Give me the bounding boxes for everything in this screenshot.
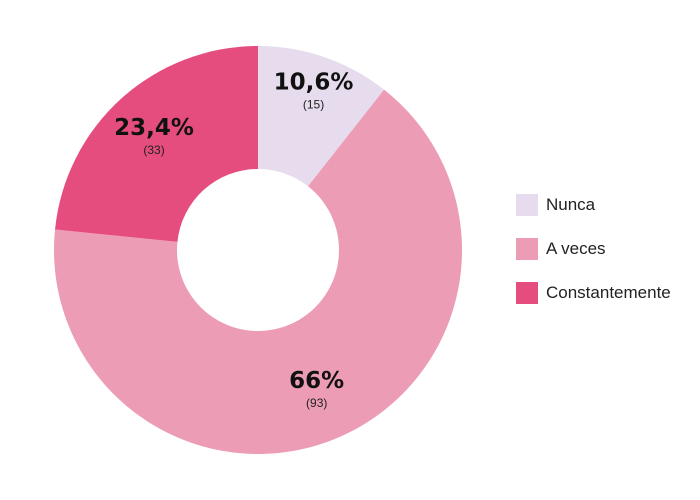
slice-count-label: (33) bbox=[143, 143, 164, 157]
legend-swatch bbox=[516, 194, 538, 216]
donut-slice-a-veces bbox=[54, 89, 463, 455]
legend-label: A veces bbox=[546, 239, 606, 258]
legend: Nunca A veces Constantemente bbox=[516, 194, 671, 326]
legend-item: A veces bbox=[516, 238, 671, 260]
legend-label: Nunca bbox=[546, 195, 596, 214]
legend-swatch bbox=[516, 282, 538, 304]
legend-swatch bbox=[516, 238, 538, 260]
slice-percent-label: 66% bbox=[289, 368, 344, 394]
slice-count-label: (93) bbox=[306, 396, 327, 410]
legend-label: Constantemente bbox=[546, 283, 671, 302]
donut-slices bbox=[54, 46, 463, 455]
donut-slice-constantemente bbox=[55, 46, 258, 242]
legend-item: Nunca bbox=[516, 194, 671, 216]
slice-percent-label: 23,4% bbox=[114, 115, 194, 141]
slice-labels: 10,6% (15) 66% (93) 23,4% (33) bbox=[114, 69, 353, 410]
slice-percent-label: 10,6% bbox=[274, 69, 354, 95]
legend-item: Constantemente bbox=[516, 282, 671, 304]
donut-slice-nunca bbox=[258, 46, 385, 187]
slice-count-label: (15) bbox=[303, 97, 324, 111]
